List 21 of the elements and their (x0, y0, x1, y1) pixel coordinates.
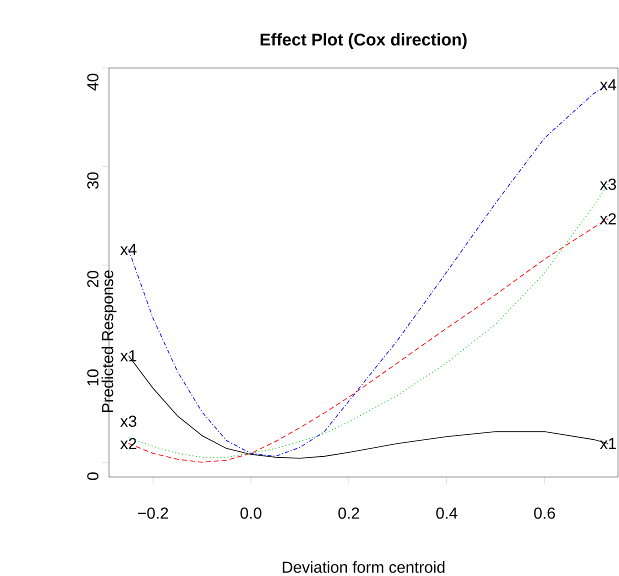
y-tick-label: 40 (87, 74, 98, 90)
x-axis-title: Deviation form centroid (282, 561, 444, 573)
text: x2 (120, 438, 136, 450)
y-tick-label: 0 (87, 472, 98, 480)
series-label: x2 (600, 213, 616, 224)
chart-title: Effect Plot (Cox direction) (260, 33, 467, 49)
series-label: x1 (600, 438, 616, 449)
y-tick-label: 10 (87, 369, 98, 386)
text: x1 (120, 350, 136, 362)
y-axis-title: Predicted Response (102, 270, 116, 412)
x-tick-label: 0.4 (436, 508, 458, 519)
x-tick-label: 0.0 (240, 508, 262, 519)
y-tick-label: 30 (87, 172, 98, 189)
x-tick-label: 0.6 (534, 508, 555, 519)
x-tick-label: −0.2 (138, 508, 168, 519)
y-tick-label: 20 (87, 270, 98, 288)
text: x3 (120, 416, 136, 427)
x-tick-label: 0.2 (338, 508, 360, 519)
series-label: x3 (600, 178, 616, 190)
text: x4 (120, 244, 137, 255)
series-label: x4 (600, 79, 616, 90)
